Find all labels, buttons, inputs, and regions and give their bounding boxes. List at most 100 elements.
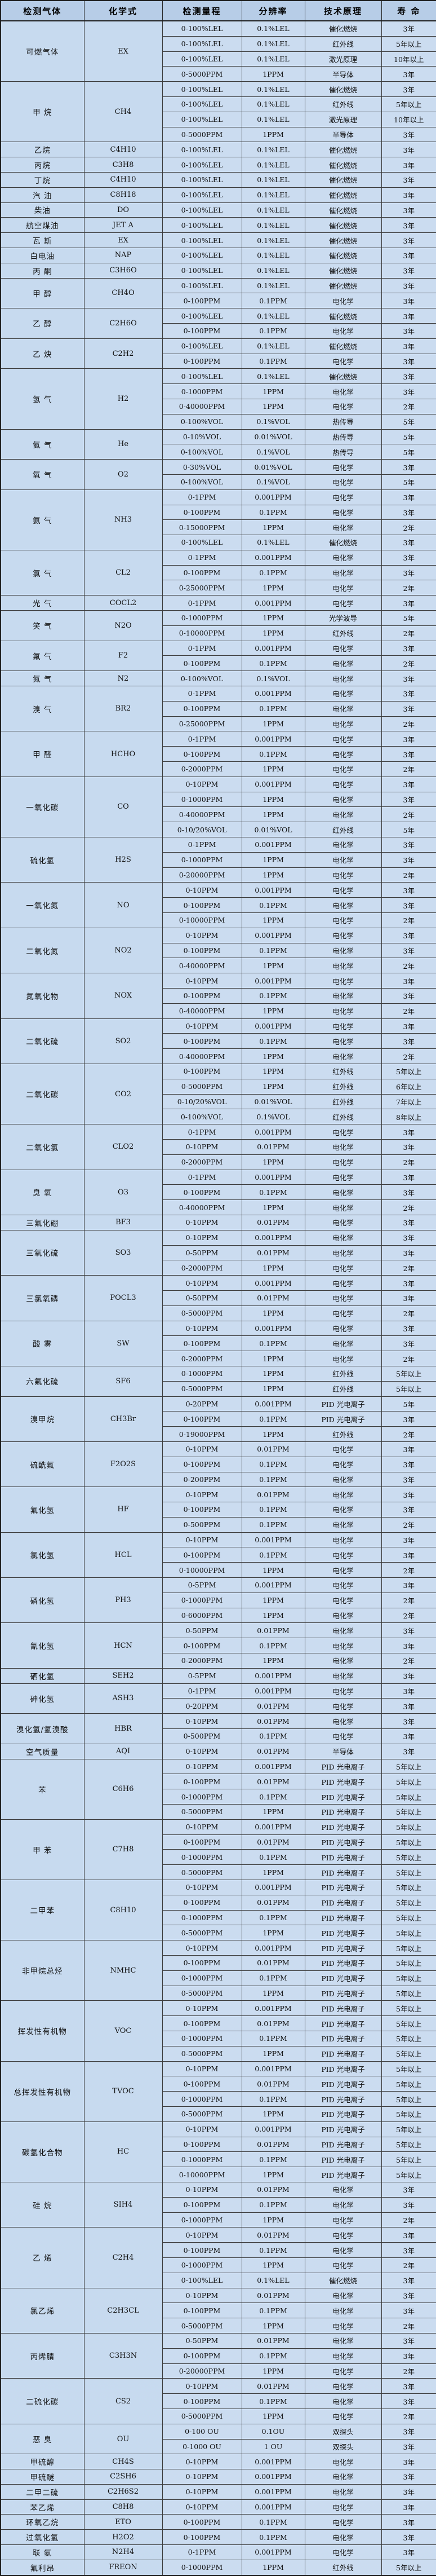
table-row: 0-10000PPM 1PPM 电化学 2年: [1, 912, 436, 928]
formula-cell: JET A: [83, 217, 163, 233]
range-cell: 0-20000PPM: [162, 867, 242, 883]
resolution-cell: 0.1%LEL: [241, 96, 305, 112]
principle-cell: PID 光电离子: [304, 1774, 382, 1790]
range-cell: 0-10PPM: [162, 1880, 242, 1895]
lifespan-cell: 3年: [381, 1169, 436, 1185]
resolution-cell: 1PPM: [241, 126, 305, 143]
range-cell: 0-10PPM: [162, 2181, 242, 2198]
table-row: 0-5000PPM 1PPM PID 光电离子 5年以上: [1, 1985, 436, 2001]
lifespan-cell: 5年以上: [381, 1774, 436, 1790]
table-row: 硒化氢 SEH2 0-5PPM 0.001PPM 电化学 3年: [0, 1668, 436, 1684]
principle-cell: 电化学: [304, 2514, 382, 2530]
gas-name-cell: 六氟化硫: [0, 1365, 84, 1397]
formula-cell: CO: [83, 776, 163, 838]
range-cell: 0-10%VOL: [162, 429, 242, 445]
gas-name-cell: 乙 醇: [0, 308, 84, 339]
principle-cell: 电化学: [304, 504, 382, 521]
range-cell: 0-10PPM: [162, 1713, 242, 1730]
lifespan-cell: 5年以上: [381, 1758, 436, 1775]
table-row: 航空煤油 JET A 0-100%LEL 0.1%LEL 催化燃烧 3年: [0, 217, 436, 233]
range-cell: 0-1PPM: [162, 686, 242, 702]
principle-cell: 电化学: [304, 1290, 382, 1306]
table-row: 0-100PPM 0.1PPM 电化学 3年: [1, 323, 436, 339]
table-row: 恶 臭 OU 0-100 OU 0.1OU 双探头 3年: [0, 2423, 436, 2455]
principle-cell: 电化学: [304, 1003, 382, 1019]
resolution-cell: 1PPM: [241, 761, 305, 777]
formula-cell: SO2: [83, 1018, 163, 1064]
table-row: 六氟化硫 SF6 0-1000PPM 1PPM 红外线 5年以上: [0, 1365, 436, 1397]
range-cell: 0-1PPM: [162, 1169, 242, 1185]
lifespan-cell: 2年: [381, 1562, 436, 1578]
resolution-cell: 1PPM: [241, 1804, 305, 1820]
principle-cell: PID 光电离子: [304, 2136, 382, 2152]
table-row: 柴油 DO 0-100%LEL 0.1%LEL 催化燃烧 3年: [0, 202, 436, 218]
gas-name-cell: 二氧化氮: [0, 927, 84, 974]
resolution-cell: 0.1PPM: [241, 1789, 305, 1805]
resolution-cell: 0.001PPM: [241, 686, 305, 702]
lifespan-cell: 5年以上: [381, 1380, 436, 1397]
range-cell: 0-100PPM: [162, 353, 242, 369]
gas-name-cell: 溴 气: [0, 686, 84, 732]
range-cell: 0-10PPM: [162, 882, 242, 898]
range-cell: 0-100PPM: [162, 2348, 242, 2364]
resolution-cell: 1PPM: [241, 1199, 305, 1215]
gas-name-cell: 氮氧化物: [0, 973, 84, 1019]
gas-name-cell: 氧 气: [0, 459, 84, 490]
principle-cell: 电化学: [304, 1260, 382, 1276]
principle-cell: 催化燃烧: [304, 535, 382, 550]
formula-cell: NO2: [83, 927, 163, 974]
principle-cell: PID 光电离子: [304, 2000, 382, 2017]
resolution-cell: 1PPM: [241, 1607, 305, 1624]
lifespan-cell: 3年: [381, 353, 436, 369]
principle-cell: PID 光电离子: [304, 1985, 382, 2001]
resolution-cell: 0.1PPM: [241, 353, 305, 369]
range-cell: 0-100 OU: [162, 2423, 242, 2440]
range-cell: 0-10PPM: [162, 1018, 242, 1034]
principle-cell: 电化学: [304, 776, 382, 792]
gas-name-cell: 瓦 斯: [0, 232, 84, 248]
principle-cell: 电化学: [304, 2302, 382, 2319]
resolution-cell: 0.001PPM: [241, 1880, 305, 1895]
lifespan-cell: 5年: [381, 413, 436, 430]
lifespan-cell: 2年: [381, 2363, 436, 2379]
gas-name-cell: 甲 醇: [0, 277, 84, 309]
resolution-cell: 0.01PPM: [241, 1622, 305, 1639]
table-row: 三氟化硼 BF3 0-10PPM 0.01PPM 电化学 3年: [0, 1214, 436, 1230]
range-cell: 0-100%LEL: [162, 308, 242, 324]
range-cell: 0-1000PPM: [162, 1592, 242, 1608]
range-cell: 0-5000PPM: [162, 1985, 242, 2001]
range-cell: 0-100PPM: [162, 564, 242, 581]
formula-cell: OU: [83, 2423, 163, 2455]
principle-cell: PID 光电离子: [304, 2076, 382, 2092]
resolution-cell: 1PPM: [241, 2045, 305, 2062]
principle-cell: 电化学: [304, 867, 382, 883]
principle-cell: 红外线: [304, 1078, 382, 1095]
principle-cell: 电化学: [304, 2332, 382, 2349]
formula-cell: HBR: [83, 1713, 163, 1744]
resolution-cell: 0.1%LEL: [241, 142, 305, 158]
resolution-cell: 0.001PPM: [241, 1124, 305, 1140]
lifespan-cell: 3年: [381, 1214, 436, 1230]
principle-cell: 半导体: [304, 66, 382, 82]
resolution-cell: 1PPM: [241, 2408, 305, 2424]
resolution-cell: 0.1PPM: [241, 2393, 305, 2409]
resolution-cell: 0.1%LEL: [241, 535, 305, 550]
formula-cell: HCN: [83, 1622, 163, 1669]
principle-cell: 电化学: [304, 1305, 382, 1321]
lifespan-cell: 5年以上: [381, 2121, 436, 2137]
gas-name-cell: 氢 气: [0, 368, 84, 430]
lifespan-cell: 3年: [381, 897, 436, 914]
formula-cell: ETO: [83, 2514, 163, 2530]
resolution-cell: 0.1%VOL: [241, 474, 305, 490]
lifespan-cell: 5年以上: [381, 1849, 436, 1865]
table-row: 0-100PPM 0.1PPM 电化学 3年: [1, 2393, 436, 2409]
table-row: 氟化氢 HF 0-10PPM 0.01PPM 电化学 3年: [0, 1487, 436, 1533]
range-cell: 0-100PPM: [162, 323, 242, 339]
table-row: 0-20PPM 0.01PPM 电化学 3年: [1, 1698, 436, 1714]
resolution-cell: 1PPM: [241, 2106, 305, 2122]
gas-name-cell: 溴甲烷: [0, 1396, 84, 1442]
principle-cell: 电化学: [304, 655, 382, 672]
resolution-cell: 0.1PPM: [241, 1184, 305, 1201]
table-row: 0-40000PPM 1PPM 电化学 2年: [1, 1003, 436, 1019]
principle-cell: 红外线: [304, 1380, 382, 1397]
